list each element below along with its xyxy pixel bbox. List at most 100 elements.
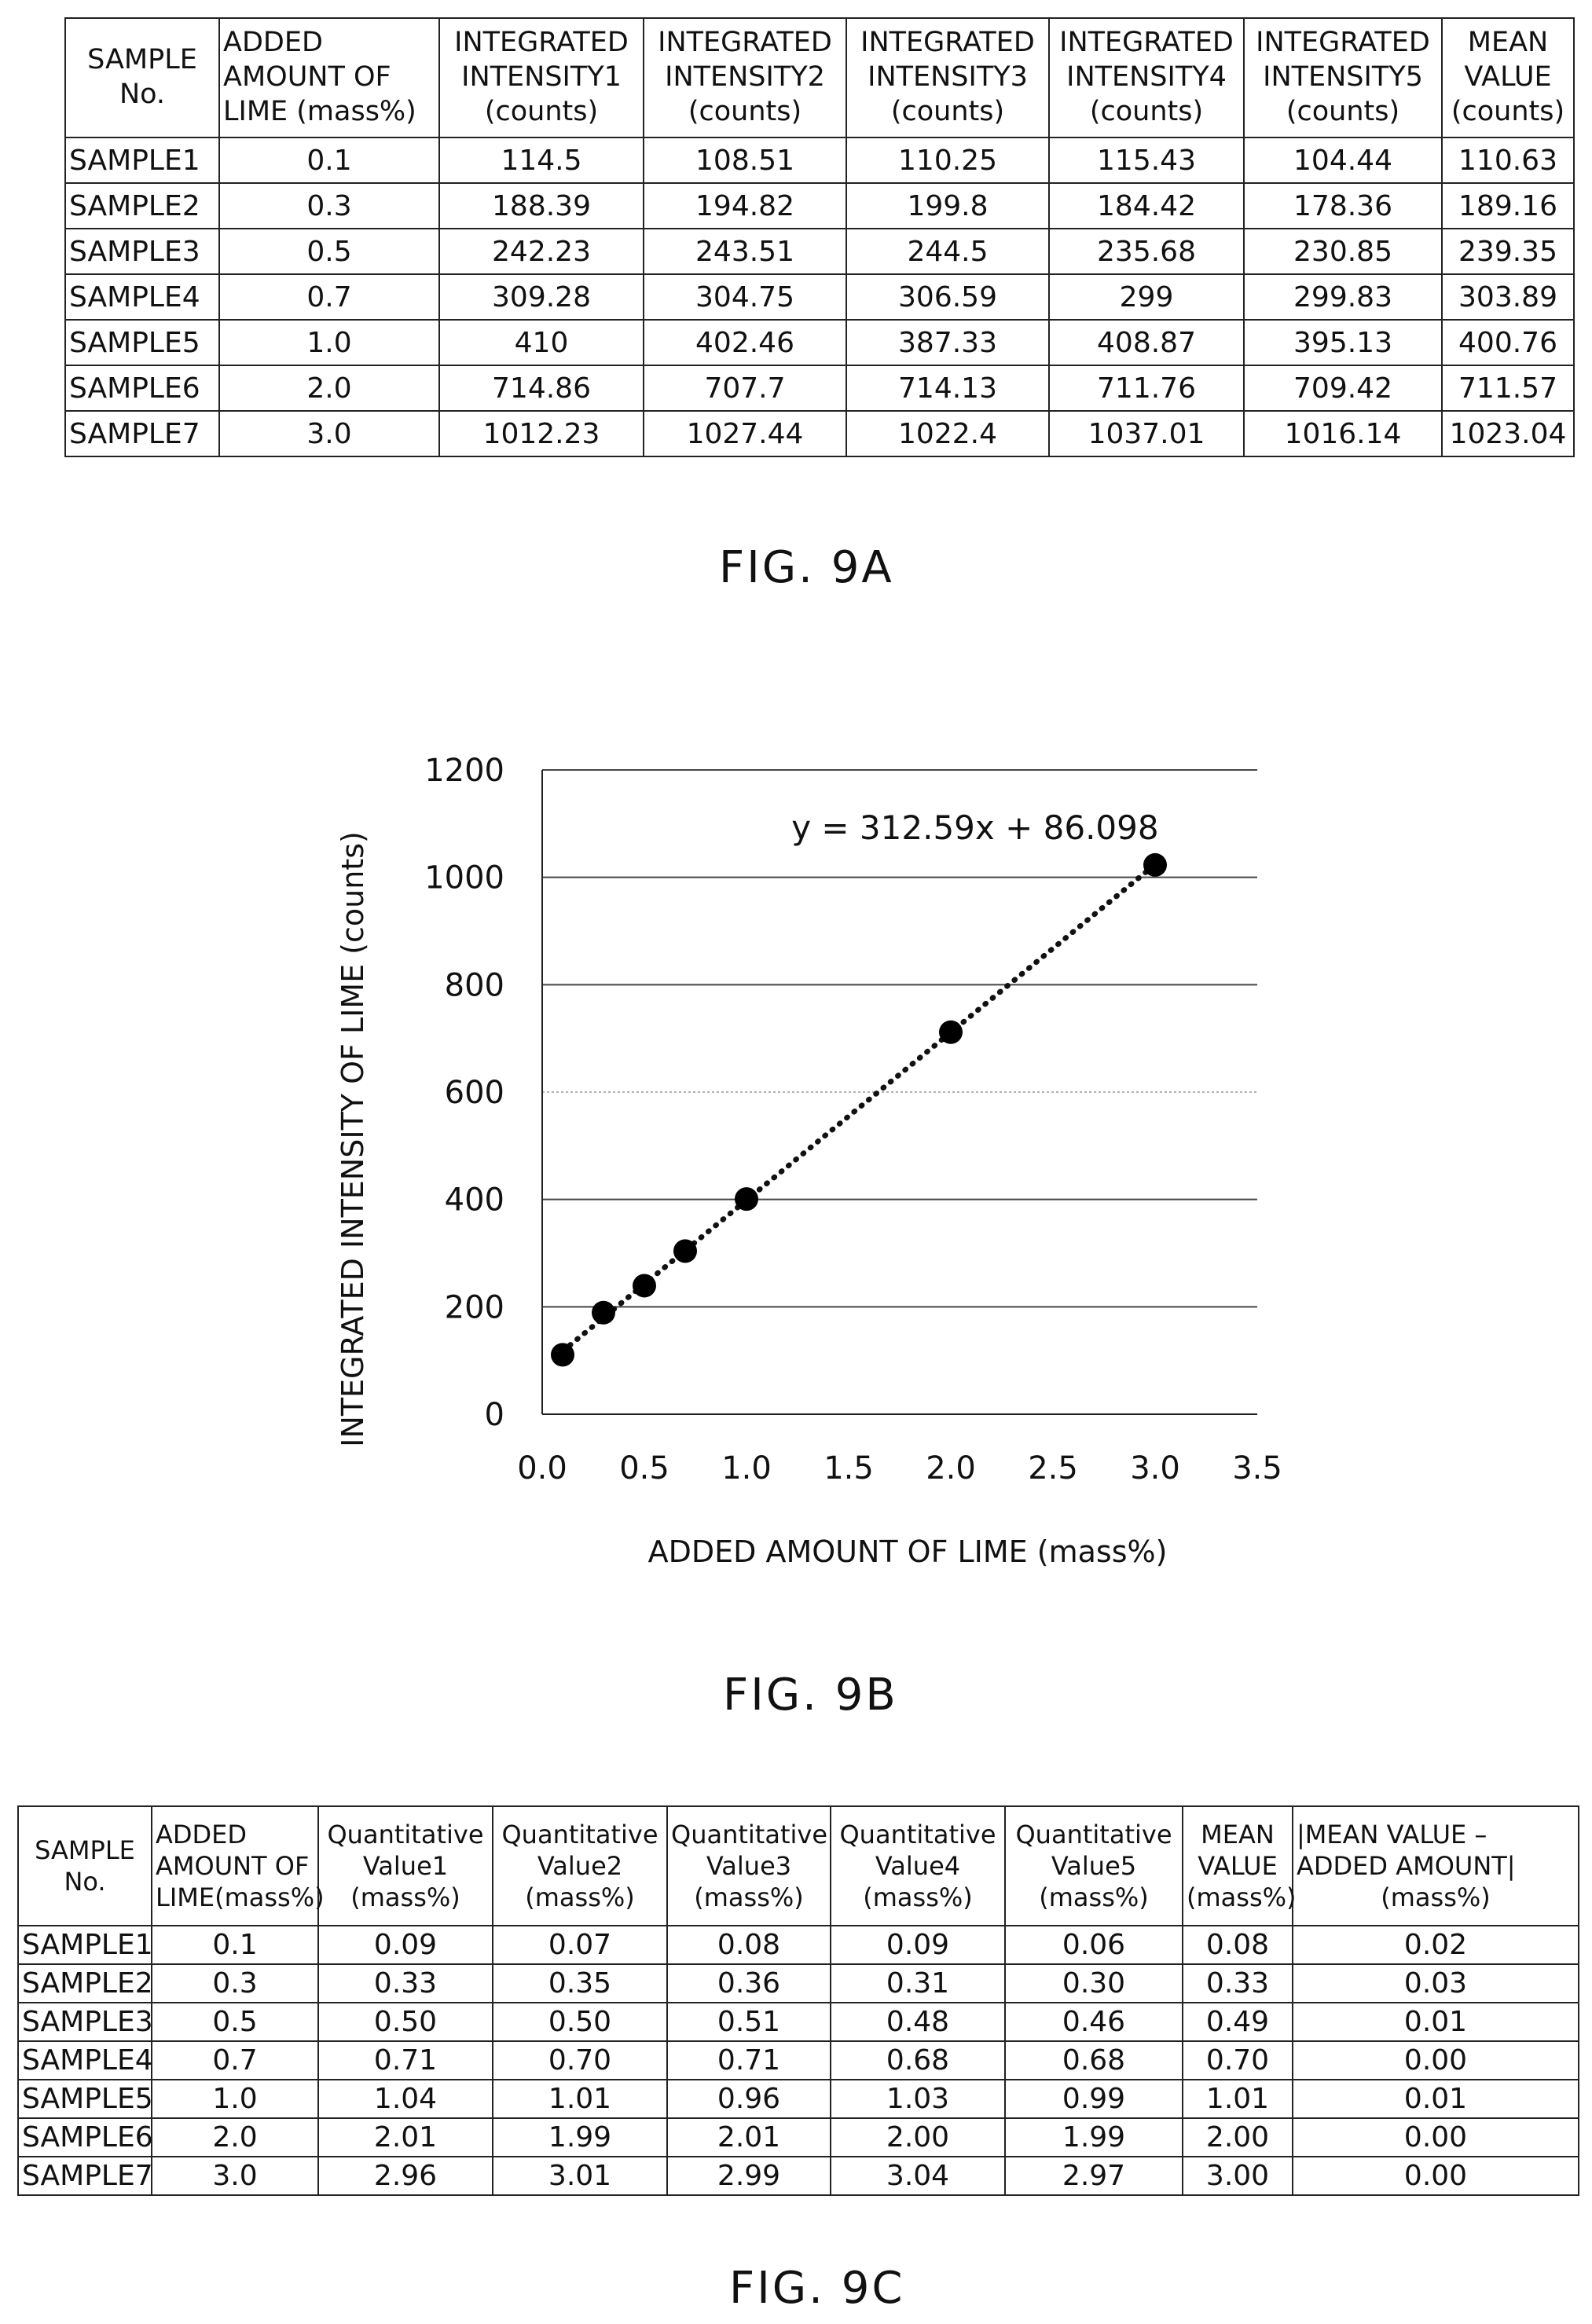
data-points bbox=[551, 852, 1167, 1367]
value-cell: 0.31 bbox=[830, 1963, 1006, 2003]
x-tick-label: 1.5 bbox=[824, 1450, 874, 1486]
value-cell: 0.01 bbox=[1292, 2002, 1579, 2042]
y-tick-label: 600 bbox=[445, 1075, 504, 1111]
value-cell: 306.59 bbox=[846, 273, 1050, 321]
table-fig-9a: SAMPLE No. ADDED AMOUNT OF LIME (mass%) INT… bbox=[64, 17, 1575, 457]
value-cell: 1.99 bbox=[492, 2117, 668, 2157]
data-point bbox=[1143, 852, 1167, 877]
value-cell: 1.03 bbox=[830, 2079, 1006, 2119]
data-point bbox=[735, 1187, 758, 1211]
value-cell: 115.43 bbox=[1048, 137, 1245, 184]
table-row: SAMPLE5 1.0 1.04 1.01 0.96 1.03 0.99 1.01 0.01 bbox=[17, 2079, 1579, 2119]
x-tick-label: 2.5 bbox=[1028, 1450, 1078, 1486]
value-cell: 0.09 bbox=[317, 1925, 493, 1965]
value-cell: 0.36 bbox=[666, 1963, 831, 2003]
value-cell: 303.89 bbox=[1441, 273, 1575, 321]
value-cell: 2.01 bbox=[666, 2117, 831, 2157]
value-cell: 0.46 bbox=[1004, 2002, 1183, 2042]
value-cell: 1.0 bbox=[218, 319, 440, 366]
value-cell: 2.99 bbox=[666, 2156, 831, 2196]
data-point bbox=[673, 1239, 697, 1263]
header-intensity-1: INTEGRATED INTENSITY1 (counts) bbox=[438, 17, 644, 138]
table-row: SAMPLE5 1.0 410 402.46 387.33 408.87 395.13 400… bbox=[64, 319, 1575, 366]
table-row: SAMPLE4 0.7 0.71 0.70 0.71 0.68 0.68 0.70 0.00 bbox=[17, 2040, 1579, 2080]
header-mean-value: MEAN VALUE (counts) bbox=[1441, 17, 1575, 138]
value-cell: 714.86 bbox=[438, 365, 644, 412]
value-cell: 194.82 bbox=[643, 182, 847, 229]
table-row: SAMPLE1 0.1 0.09 0.07 0.08 0.09 0.06 0.08 0.02 bbox=[17, 1925, 1579, 1965]
value-cell: 0.35 bbox=[492, 1963, 668, 2003]
sample-cell: SAMPLE2 bbox=[64, 182, 220, 229]
table-row: SAMPLE4 0.7 309.28 304.75 306.59 299 299.83 303… bbox=[64, 273, 1575, 321]
value-cell: 402.46 bbox=[643, 319, 847, 366]
table-header-row: SAMPLE No. ADDED AMOUNT OF LIME(mass%) Quan… bbox=[17, 1805, 1579, 1926]
value-cell: 0.1 bbox=[218, 137, 440, 184]
value-cell: 0.50 bbox=[317, 2002, 493, 2042]
table-row: SAMPLE1 0.1 114.5 108.51 110.25 115.43 104.44 1… bbox=[64, 137, 1575, 184]
chart-axes bbox=[541, 770, 1257, 1415]
value-cell: 0.00 bbox=[1292, 2156, 1579, 2196]
value-cell: 2.97 bbox=[1004, 2156, 1183, 2196]
sample-cell: SAMPLE3 bbox=[64, 228, 220, 275]
value-cell: 0.70 bbox=[492, 2040, 668, 2080]
sample-cell: SAMPLE7 bbox=[17, 2156, 153, 2196]
value-cell: 0.3 bbox=[218, 182, 440, 229]
value-cell: 1.01 bbox=[492, 2079, 668, 2119]
value-cell: 3.00 bbox=[1182, 2156, 1293, 2196]
value-cell: 0.70 bbox=[1182, 2040, 1293, 2080]
value-cell: 3.01 bbox=[492, 2156, 668, 2196]
value-cell: 400.76 bbox=[1441, 319, 1575, 366]
sample-cell: SAMPLE1 bbox=[17, 1925, 153, 1965]
header-intensity-3: INTEGRATED INTENSITY3 (counts) bbox=[846, 17, 1050, 138]
table-row: SAMPLE7 3.0 2.96 3.01 2.99 3.04 2.97 3.00 0.00 bbox=[17, 2156, 1579, 2196]
value-cell: 0.1 bbox=[151, 1925, 319, 1965]
value-cell: 309.28 bbox=[438, 273, 644, 321]
value-cell: 235.68 bbox=[1048, 228, 1245, 275]
value-cell: 395.13 bbox=[1243, 319, 1443, 366]
header-sample-no: SAMPLE No. bbox=[64, 17, 220, 138]
value-cell: 0.3 bbox=[151, 1963, 319, 2003]
trendline-path bbox=[559, 861, 1158, 1354]
y-tick-label: 0 bbox=[485, 1397, 504, 1433]
y-tick-label: 800 bbox=[445, 967, 504, 1003]
y-axis-ticks: 0 200 400 600 800 1000 1200 bbox=[424, 753, 504, 1433]
value-cell: 0.08 bbox=[1182, 1925, 1293, 1965]
value-cell: 242.23 bbox=[438, 228, 644, 275]
header-mean-value: MEAN VALUE (mass%) bbox=[1182, 1805, 1297, 1926]
x-tick-label: 1.0 bbox=[721, 1450, 772, 1486]
value-cell: 387.33 bbox=[846, 319, 1050, 366]
value-cell: 0.00 bbox=[1292, 2117, 1579, 2157]
value-cell: 0.33 bbox=[317, 1963, 493, 2003]
x-tick-label: 0.5 bbox=[619, 1450, 669, 1486]
header-quant-value-2: Quantitative Value2 (mass%) bbox=[492, 1805, 668, 1926]
value-cell: 0.06 bbox=[1004, 1925, 1183, 1965]
x-tick-label: 0.0 bbox=[517, 1450, 567, 1486]
value-cell: 714.13 bbox=[846, 365, 1050, 412]
table-row: SAMPLE6 2.0 714.86 707.7 714.13 711.76 709.42 7… bbox=[64, 365, 1575, 412]
table-row: SAMPLE3 0.5 0.50 0.50 0.51 0.48 0.46 0.49 0.01 bbox=[17, 2002, 1579, 2042]
value-cell: 0.49 bbox=[1182, 2002, 1293, 2042]
table-header-row: SAMPLE No. ADDED AMOUNT OF LIME (mass%) INT… bbox=[64, 17, 1575, 138]
value-cell: 0.50 bbox=[492, 2002, 668, 2042]
value-cell: 0.7 bbox=[151, 2040, 319, 2080]
value-cell: 1016.14 bbox=[1243, 410, 1443, 457]
value-cell: 1.04 bbox=[317, 2079, 493, 2119]
x-tick-label: 3.5 bbox=[1232, 1450, 1282, 1486]
header-quant-value-3: Quantitative Value3 (mass%) bbox=[666, 1805, 831, 1926]
sample-cell: SAMPLE5 bbox=[64, 319, 220, 366]
value-cell: 0.5 bbox=[151, 2002, 319, 2042]
table-row: SAMPLE7 3.0 1012.23 1027.44 1022.4 1037.01 101… bbox=[64, 410, 1575, 457]
value-cell: 0.7 bbox=[218, 273, 440, 321]
header-quant-value-5: Quantitative Value5 (mass%) bbox=[1004, 1805, 1183, 1926]
value-cell: 2.96 bbox=[317, 2156, 493, 2196]
trendline-equation: y = 312.59x + 86.098 bbox=[791, 808, 1158, 847]
y-tick-label: 400 bbox=[445, 1182, 504, 1219]
value-cell: 1027.44 bbox=[643, 410, 847, 457]
table-fig-9c: SAMPLE No. ADDED AMOUNT OF LIME(mass%) Quan… bbox=[17, 1805, 1579, 2196]
value-cell: 199.8 bbox=[846, 182, 1050, 229]
sample-cell: SAMPLE1 bbox=[64, 137, 220, 184]
value-cell: 110.63 bbox=[1441, 137, 1575, 184]
value-cell: 0.02 bbox=[1292, 1925, 1579, 1965]
header-added-amount: ADDED AMOUNT OF LIME (mass%) bbox=[218, 17, 440, 138]
header-sample-no: SAMPLE No. bbox=[17, 1805, 152, 1926]
